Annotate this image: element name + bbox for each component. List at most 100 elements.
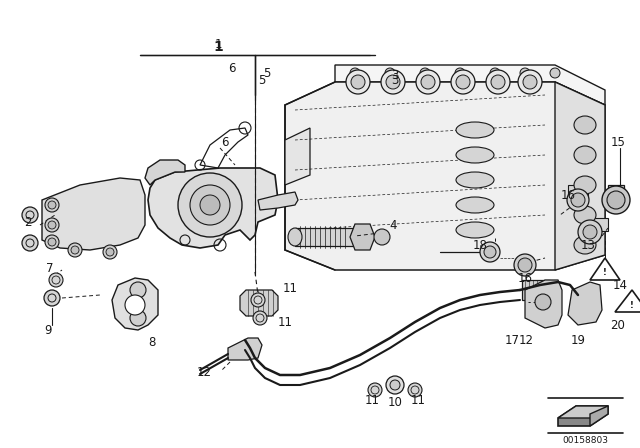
Circle shape	[385, 68, 395, 78]
Ellipse shape	[456, 122, 494, 138]
Polygon shape	[590, 406, 608, 426]
Circle shape	[602, 186, 630, 214]
Circle shape	[350, 68, 360, 78]
Polygon shape	[42, 178, 145, 250]
Circle shape	[583, 225, 597, 239]
Circle shape	[518, 258, 532, 272]
Text: 14: 14	[612, 279, 627, 292]
Circle shape	[523, 75, 537, 89]
Text: 9: 9	[44, 323, 52, 336]
Text: 10: 10	[388, 396, 403, 409]
Text: 16: 16	[561, 189, 575, 202]
Circle shape	[408, 383, 422, 397]
Text: 5: 5	[259, 73, 266, 86]
Circle shape	[22, 235, 38, 251]
Circle shape	[68, 243, 82, 257]
Ellipse shape	[456, 222, 494, 238]
Text: 16: 16	[518, 271, 532, 284]
Circle shape	[130, 282, 146, 298]
Circle shape	[535, 294, 551, 310]
Circle shape	[346, 70, 370, 94]
Circle shape	[490, 68, 500, 78]
Ellipse shape	[456, 147, 494, 163]
Circle shape	[571, 193, 585, 207]
Text: !: !	[603, 267, 607, 276]
Circle shape	[49, 273, 63, 287]
Ellipse shape	[456, 197, 494, 213]
Text: 20: 20	[611, 319, 625, 332]
Text: 12: 12	[518, 333, 534, 346]
Text: 7: 7	[46, 262, 54, 275]
Polygon shape	[558, 406, 608, 418]
Ellipse shape	[509, 173, 531, 187]
Ellipse shape	[334, 173, 356, 187]
Bar	[608, 185, 624, 199]
Circle shape	[351, 75, 365, 89]
Circle shape	[550, 68, 560, 78]
Circle shape	[420, 68, 430, 78]
Text: 1: 1	[213, 40, 223, 54]
Text: 11: 11	[410, 393, 426, 406]
Circle shape	[607, 191, 625, 209]
Circle shape	[386, 75, 400, 89]
Circle shape	[48, 238, 56, 246]
Circle shape	[486, 70, 510, 94]
Text: 13: 13	[580, 238, 595, 251]
Circle shape	[200, 195, 220, 215]
Circle shape	[44, 290, 60, 306]
Text: 5: 5	[263, 66, 271, 79]
Polygon shape	[525, 280, 562, 328]
Text: 2: 2	[24, 215, 32, 228]
Circle shape	[45, 235, 59, 249]
Ellipse shape	[456, 172, 494, 188]
Circle shape	[130, 310, 146, 326]
Text: 3: 3	[391, 73, 399, 86]
Circle shape	[480, 242, 500, 262]
Ellipse shape	[439, 173, 461, 187]
Circle shape	[368, 383, 382, 397]
Circle shape	[484, 246, 496, 258]
Circle shape	[514, 254, 536, 276]
Polygon shape	[228, 338, 262, 360]
Text: 8: 8	[148, 336, 156, 349]
Circle shape	[421, 75, 435, 89]
Polygon shape	[350, 224, 375, 250]
Circle shape	[491, 75, 505, 89]
Circle shape	[518, 70, 542, 94]
Polygon shape	[335, 65, 605, 105]
Circle shape	[381, 70, 405, 94]
Text: 11: 11	[365, 393, 380, 406]
Circle shape	[103, 245, 117, 259]
Circle shape	[48, 201, 56, 209]
Polygon shape	[568, 282, 602, 325]
Bar	[568, 185, 588, 199]
Bar	[522, 280, 550, 300]
Circle shape	[390, 380, 400, 390]
Text: 6: 6	[228, 61, 236, 74]
Ellipse shape	[369, 173, 391, 187]
Circle shape	[71, 246, 79, 254]
Circle shape	[567, 189, 589, 211]
Polygon shape	[148, 168, 278, 248]
Circle shape	[374, 229, 390, 245]
Bar	[590, 218, 608, 231]
Circle shape	[251, 293, 265, 307]
Polygon shape	[285, 128, 310, 185]
Circle shape	[22, 207, 38, 223]
Text: 12: 12	[196, 366, 211, 379]
Text: 1: 1	[214, 38, 221, 51]
Text: 6: 6	[221, 135, 228, 148]
Circle shape	[190, 185, 230, 225]
Circle shape	[178, 173, 242, 237]
Ellipse shape	[574, 176, 596, 194]
Circle shape	[416, 70, 440, 94]
Text: 00158803: 00158803	[562, 435, 608, 444]
Ellipse shape	[574, 236, 596, 254]
Polygon shape	[285, 82, 605, 270]
Ellipse shape	[574, 206, 596, 224]
Circle shape	[45, 198, 59, 212]
Ellipse shape	[288, 228, 302, 246]
Circle shape	[45, 218, 59, 232]
Text: 19: 19	[570, 333, 586, 346]
Text: 11: 11	[282, 281, 298, 294]
